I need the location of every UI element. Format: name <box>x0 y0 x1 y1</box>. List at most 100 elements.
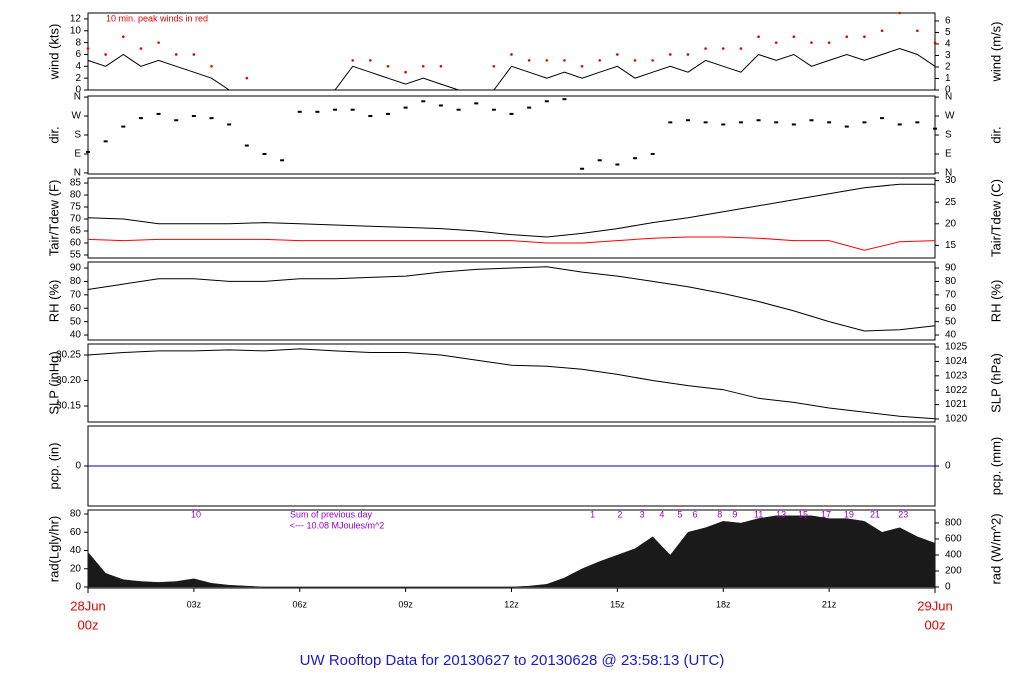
note: Sum of previous day <box>290 509 373 519</box>
y2-tick-label: 2 <box>945 62 951 73</box>
y2-tick-label: E <box>945 149 952 160</box>
y-tick-label: 6 <box>75 49 81 60</box>
y2-tick-label: 800 <box>945 518 962 529</box>
y2-tick-label: 40 <box>945 330 957 341</box>
peak-dot <box>686 53 690 56</box>
page-title: UW Rooftop Data for 20130627 to 20130628… <box>300 652 725 669</box>
peak-dot <box>580 65 584 68</box>
note: <--- 10.08 MJoules/m^2 <box>290 520 385 530</box>
y2-tick-label: 1023 <box>945 370 968 381</box>
peak-dot <box>510 53 513 56</box>
y2-tick-label: 80 <box>945 276 957 287</box>
dir-point <box>156 112 161 115</box>
y-axis-label: rad(Lgly/hr) <box>46 516 61 582</box>
y2-tick-label: 400 <box>945 550 962 561</box>
peak-dot <box>369 59 372 62</box>
peak-dot <box>721 47 725 50</box>
y2-tick-label: 3 <box>945 50 951 61</box>
dir-point <box>174 119 179 122</box>
hour-label: 9 <box>732 509 737 519</box>
x-tick-label: 06z <box>292 599 307 609</box>
dir-point <box>933 127 937 130</box>
peak-dot <box>898 11 902 15</box>
y2-tick-label: W <box>945 111 955 122</box>
dir-point <box>650 152 655 155</box>
y-tick-label: 0 <box>75 461 81 472</box>
dir-point <box>880 117 885 120</box>
dir-point <box>138 117 143 120</box>
dir-point <box>544 100 549 103</box>
peak-dot <box>404 70 407 74</box>
peak-dot <box>757 35 760 38</box>
peak-dot <box>827 41 831 44</box>
peak-dot <box>863 35 866 38</box>
peak-dot <box>563 59 566 62</box>
dir-point <box>562 98 567 101</box>
series-line <box>87 183 935 238</box>
x-edge-label: 00z <box>925 617 946 632</box>
y-tick-label: 60 <box>70 303 82 314</box>
y2-axis-label: rad (W/m^2) <box>988 513 1003 584</box>
dir-point <box>474 102 479 105</box>
hour-label: 19 <box>844 509 854 519</box>
dir-point <box>368 115 373 118</box>
y2-axis-label: pcp. (mm) <box>988 437 1003 496</box>
hour-label: 13 <box>776 509 786 519</box>
hour-label: 4 <box>659 509 664 519</box>
panel-frame <box>87 261 936 341</box>
y-tick-label: 50 <box>70 316 82 327</box>
y-tick-label: 85 <box>70 178 82 189</box>
peak-dot <box>386 65 390 68</box>
y2-tick-label: 5 <box>945 27 951 38</box>
y-tick-label: N <box>74 92 81 103</box>
hour-label: 3 <box>640 509 645 519</box>
y-tick-label: 75 <box>70 202 82 213</box>
y2-tick-label: 20 <box>945 218 957 229</box>
peak-dot <box>104 53 107 56</box>
dir-point <box>333 108 338 111</box>
y2-axis-label: dir. <box>988 126 1003 143</box>
peak-dot <box>933 41 937 44</box>
dir-point <box>403 106 408 109</box>
dir-point <box>633 157 638 160</box>
hour-label: 17 <box>821 509 831 519</box>
hour-label: 8 <box>717 509 722 519</box>
y-tick-label: 30.20 <box>56 375 81 386</box>
y-tick-label: 65 <box>70 226 82 237</box>
y-tick-label: W <box>72 111 82 122</box>
y-tick-label: S <box>74 130 81 141</box>
dir-point <box>350 108 355 111</box>
hour-label: 1 <box>590 509 595 519</box>
dir-point <box>703 121 708 124</box>
y2-tick-label: 0 <box>945 582 951 593</box>
dir-point <box>191 115 196 118</box>
peak-dot <box>916 29 919 33</box>
dir-point <box>86 150 90 153</box>
y-axis-label: Tair/Tdew (F) <box>46 180 61 257</box>
dir-point <box>668 121 673 124</box>
peak-dot <box>704 47 707 50</box>
dir-point <box>615 163 620 166</box>
x-tick-label: 12z <box>504 599 519 609</box>
dir-point <box>262 152 267 155</box>
y-axis-label: pcp. (in) <box>46 443 61 490</box>
hour-label: 11 <box>754 509 763 519</box>
dir-point <box>738 121 743 124</box>
dir-point <box>580 167 585 170</box>
peak-dot <box>157 41 160 44</box>
y2-tick-label: 1 <box>945 73 951 84</box>
y-tick-label: 80 <box>70 190 82 201</box>
radiation-area <box>87 515 936 588</box>
dir-point <box>597 159 602 162</box>
y2-axis-label: SLP (hPa) <box>988 353 1003 413</box>
y-tick-label: 60 <box>70 238 82 249</box>
dir-point <box>491 108 496 111</box>
hour-label: 2 <box>617 509 622 519</box>
dir-point <box>421 100 426 103</box>
dir-point <box>315 110 320 113</box>
y2-tick-label: 1022 <box>945 385 968 396</box>
y-tick-label: E <box>74 149 81 160</box>
y2-tick-label: 0 <box>945 85 951 96</box>
series-line <box>87 236 936 251</box>
x-tick-label: 18z <box>716 599 731 609</box>
